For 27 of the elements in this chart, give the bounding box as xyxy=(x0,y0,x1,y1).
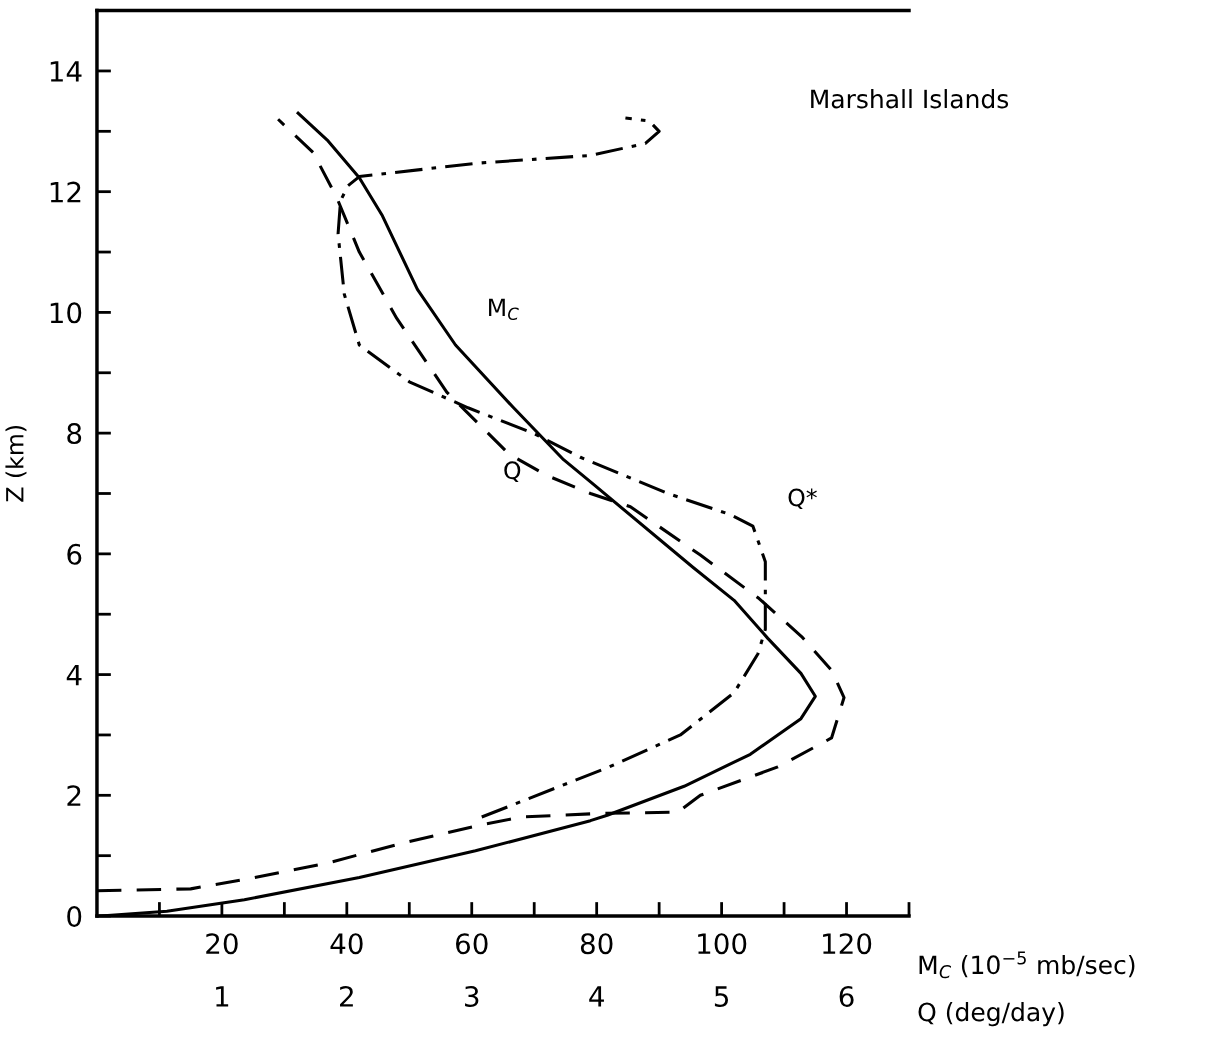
series-label: Q* xyxy=(788,488,817,510)
x2-tick-label: 2 xyxy=(340,985,353,1007)
series-label: Q xyxy=(504,461,521,482)
x-tick-label: 60 xyxy=(456,933,488,955)
y-tick-label: 2 xyxy=(67,785,81,806)
x2-tick-label: 4 xyxy=(589,986,604,1007)
y-tick-label: 8 xyxy=(67,423,82,445)
y-tick-label: 10 xyxy=(50,302,82,324)
y-axis-title: Z (km) xyxy=(5,425,27,502)
x-tick-label: 120 xyxy=(823,933,872,955)
x2-tick-label: 5 xyxy=(714,986,729,1007)
x2-axis-title: Q (deg/day) xyxy=(918,1002,1064,1027)
x-tick-label: 20 xyxy=(206,933,238,955)
annotation: Marshall Islands xyxy=(811,89,1009,109)
x2-tick-label: 1 xyxy=(216,986,229,1007)
y-tick-label: 14 xyxy=(50,61,82,82)
y-tick-label: 4 xyxy=(66,664,82,686)
x-tick-label: 80 xyxy=(580,933,613,955)
x-tick-label: 40 xyxy=(330,933,363,955)
x2-tick-label: 3 xyxy=(465,985,479,1007)
x2-tick-label: 6 xyxy=(839,985,854,1007)
series-label: M$_{C}$ xyxy=(489,298,519,320)
x-tick-label: 100 xyxy=(698,933,747,955)
y-tick-label: 0 xyxy=(67,905,82,927)
y-tick-label: 6 xyxy=(67,543,82,565)
x-axis-title: M$_{C}$ (10$^{−5}$ mb/sec) xyxy=(919,951,1135,979)
y-tick-label: 12 xyxy=(50,181,81,203)
